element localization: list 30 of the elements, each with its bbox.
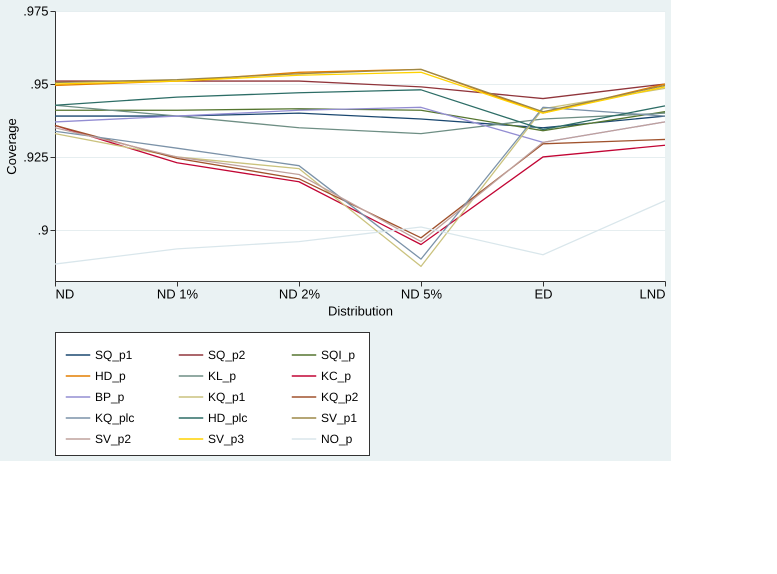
x-tick-label: ND 2% (278, 286, 321, 302)
y-tick-label: .975 (23, 4, 48, 18)
legend-label: KQ_p1 (208, 390, 246, 404)
legend-label: SQ_p2 (208, 348, 246, 362)
x-tick-label: ED (534, 286, 553, 302)
legend-label: NO_p (321, 432, 353, 446)
legend-label: SQI_p (321, 348, 356, 362)
x-tick-label: ND 5% (400, 286, 443, 302)
line-series (54, 89, 666, 130)
legend-label: HD_plc (208, 411, 248, 425)
x-tick-label: ND (56, 286, 74, 302)
legend-label: KC_p (321, 369, 352, 383)
legend-label: SV_p2 (95, 432, 132, 446)
y-axis-title: Coverage (4, 118, 20, 175)
x-tick-label: ND 1% (156, 286, 199, 302)
x-axis-title: Distribution (328, 304, 394, 318)
line-series (54, 200, 666, 265)
legend-label: KL_p (208, 369, 236, 383)
legend-label: HD_p (95, 369, 126, 383)
y-tick-label: .9 (38, 222, 48, 238)
legend-label: SV_p3 (208, 432, 244, 446)
line-series (54, 112, 666, 128)
legend-label: SQ_p1 (95, 348, 133, 362)
y-tick-label: .925 (23, 149, 48, 164)
legend-label: SV_p1 (321, 411, 358, 425)
legend-label: BP_p (95, 390, 125, 404)
legend-label: KQ_plc (95, 411, 134, 425)
legend-label: KQ_p2 (321, 390, 359, 404)
x-tick-label: LND (639, 286, 666, 302)
y-tick-label: .95 (30, 76, 48, 92)
